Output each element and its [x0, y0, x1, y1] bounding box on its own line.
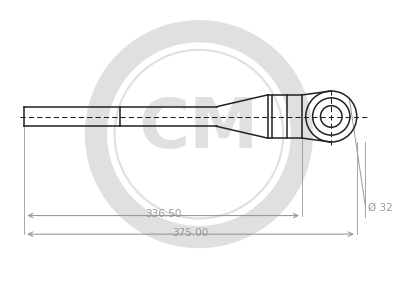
Text: 375.00: 375.00: [172, 228, 209, 238]
Text: CM: CM: [139, 95, 259, 162]
Text: Ø 32: Ø 32: [368, 203, 392, 213]
Text: 336.50: 336.50: [145, 210, 181, 220]
